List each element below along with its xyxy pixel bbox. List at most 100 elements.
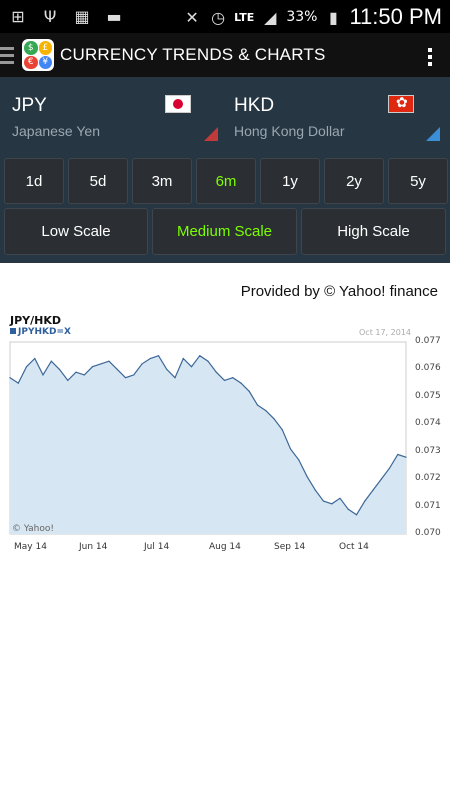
y-tick-label: 0.072 [415, 473, 441, 484]
period-button-2y[interactable]: 2y [324, 158, 384, 204]
provider-credit: Provided by © Yahoo! finance [240, 283, 438, 300]
data-point [339, 497, 341, 499]
low-scale-button[interactable]: Low Scale [4, 208, 148, 255]
y-tick-label: 0.071 [415, 500, 441, 511]
data-point [124, 377, 127, 379]
period-button-5d[interactable]: 5d [68, 158, 128, 204]
data-point [281, 429, 283, 431]
data-point [215, 371, 217, 373]
battery-icon: ▮ [329, 7, 338, 27]
data-point [207, 360, 209, 362]
target-currency-name: Hong Kong Dollar [234, 123, 345, 139]
high-scale-button[interactable]: High Scale [301, 208, 446, 255]
period-button-6m[interactable]: 6m [196, 158, 256, 204]
alarm-icon: ◷ [211, 7, 226, 27]
data-point [34, 357, 36, 360]
battery-text: 33% [286, 9, 318, 25]
period-button-1d[interactable]: 1d [4, 158, 64, 204]
x-tick-label: Aug 14 [209, 542, 241, 552]
lte-indicator: LTE [234, 10, 255, 24]
add-icon: ⊞ [11, 6, 25, 26]
hong-kong-flag-icon [388, 95, 414, 113]
data-point [273, 418, 275, 420]
data-point [100, 363, 102, 365]
data-point [405, 456, 407, 458]
series-area [10, 355, 406, 534]
data-point [25, 366, 28, 368]
period-button-3m[interactable]: 3m [132, 158, 192, 204]
data-point [75, 371, 77, 373]
data-point [174, 377, 176, 379]
series-swatch [10, 328, 16, 334]
x-tick-label: Jun 14 [79, 542, 108, 552]
data-point [331, 503, 333, 505]
data-point [199, 355, 201, 357]
data-point [223, 379, 226, 381]
data-point [306, 475, 308, 477]
app-logo: $ £ € ¥ [22, 39, 54, 71]
data-point [58, 368, 61, 371]
data-point [83, 374, 85, 376]
data-point [314, 489, 316, 491]
clock: 11:50 PM [349, 4, 442, 29]
period-button-5y[interactable]: 5y [388, 158, 448, 204]
data-point [67, 379, 69, 381]
app-title: CURRENCY TRENDS & CHARTS [60, 45, 326, 64]
data-point [182, 357, 184, 360]
data-point [298, 459, 300, 461]
signal-icon: ◢ [264, 7, 277, 27]
target-dropdown-corner-icon [426, 127, 440, 141]
app-icon: ▦ [74, 6, 90, 26]
chart-series-label: JPYHKD=X [10, 327, 71, 337]
medium-scale-button[interactable]: Medium Scale [152, 208, 297, 255]
muted-icon: ✕ [185, 7, 199, 27]
period-button-1y[interactable]: 1y [260, 158, 320, 204]
app-bar: $ £ € ¥ CURRENCY TRENDS & CHARTS [0, 33, 450, 77]
data-point [397, 453, 399, 456]
chart-watermark: © Yahoo! [12, 524, 54, 534]
data-point [388, 467, 391, 469]
drawer-menu-icon[interactable] [0, 43, 14, 67]
data-point [232, 377, 234, 379]
base-currency-selector[interactable]: JPY Japanese Yen [0, 77, 224, 147]
data-point [364, 500, 366, 502]
data-point [355, 514, 358, 516]
japan-flag-icon [165, 95, 191, 113]
x-tick-label: Sep 14 [274, 542, 306, 552]
scale-buttons: Low Scale Medium Scale High Scale [4, 208, 446, 255]
data-point [289, 448, 292, 450]
target-currency-selector[interactable]: HKD Hong Kong Dollar [225, 77, 450, 147]
data-point [248, 390, 250, 392]
data-point [157, 355, 160, 357]
x-tick-label: Jul 14 [144, 542, 170, 552]
data-point [42, 374, 44, 376]
data-point [372, 489, 374, 491]
base-currency-code: JPY [12, 95, 47, 116]
currency-panel: JPY Japanese Yen HKD Hong Kong Dollar 1d… [0, 77, 450, 263]
currency-chart: JPY/HKD JPYHKD=X Oct 17, 2014 © Yahoo! 0… [6, 312, 446, 560]
data-point [322, 500, 325, 502]
data-point [380, 478, 382, 480]
usb-icon: Ψ [43, 6, 57, 26]
data-point [149, 357, 151, 360]
chart-title: JPY/HKD [10, 314, 61, 327]
money-icon: ▬ [106, 6, 122, 26]
data-point [17, 382, 19, 384]
data-point [91, 366, 94, 368]
target-currency-code: HKD [234, 95, 275, 116]
y-tick-label: 0.077 [415, 336, 441, 346]
data-point [141, 363, 143, 365]
data-point [256, 404, 259, 406]
y-tick-label: 0.076 [415, 363, 441, 374]
y-tick-label: 0.073 [415, 445, 441, 456]
y-tick-label: 0.070 [415, 528, 441, 538]
period-buttons: 1d 5d 3m 6m 1y 2y 5y [4, 158, 448, 204]
data-point [265, 409, 267, 412]
overflow-menu-icon[interactable] [428, 45, 434, 69]
data-point [116, 368, 118, 371]
base-dropdown-corner-icon [204, 127, 218, 141]
x-tick-label: May 14 [14, 542, 47, 552]
data-point [190, 366, 193, 368]
chart-plot [9, 341, 407, 535]
data-point [9, 377, 11, 379]
